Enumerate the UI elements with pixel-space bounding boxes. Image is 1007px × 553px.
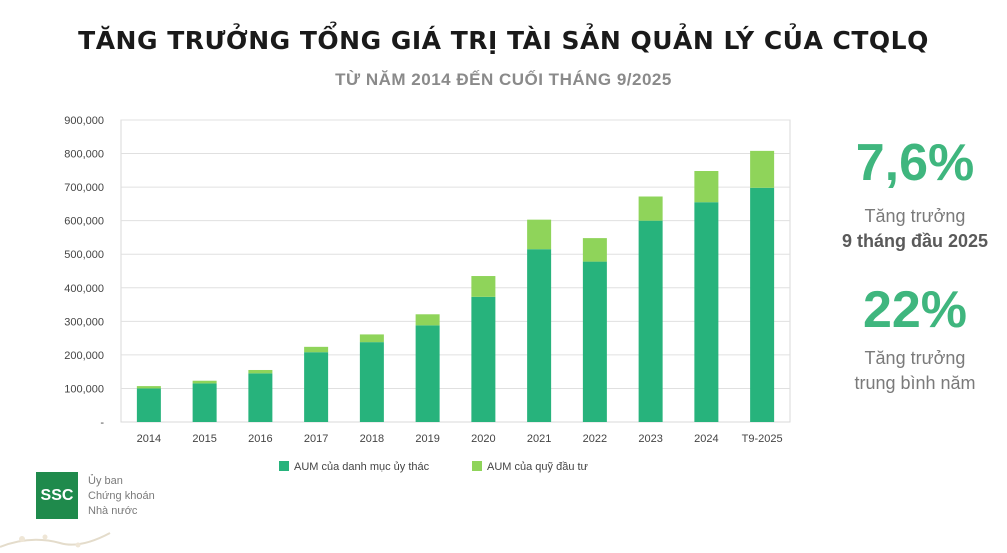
bar-investment-fund-2022 (582, 238, 607, 262)
bar-trust-portfolio-2015 (192, 383, 217, 422)
bar-investment-fund-2018 (359, 334, 384, 343)
logo-line2: Chứng khoán (88, 490, 155, 502)
x-tick-label: 2016 (248, 433, 272, 445)
bar-investment-fund-2016 (248, 369, 273, 374)
bar-trust-portfolio-2021 (527, 249, 552, 422)
x-tick-label: 2023 (638, 433, 662, 445)
bar-trust-portfolio-2019 (415, 325, 440, 422)
bar-trust-portfolio-2022 (582, 261, 607, 422)
chart-title: TĂNG TRƯỞNG TỔNG GIÁ TRỊ TÀI SẢN QUẢN LÝ… (78, 26, 929, 55)
bar-investment-fund-2023 (638, 196, 663, 221)
x-tick-label: 2020 (471, 433, 495, 445)
bar-investment-fund-T9-2025 (750, 150, 775, 188)
x-tick-label: 2018 (360, 433, 384, 445)
y-tick-label: 200,000 (64, 350, 104, 362)
bar-trust-portfolio-2014 (136, 388, 161, 422)
x-tick-label: T9-2025 (742, 433, 783, 445)
logo-line3: Nhà nước (88, 505, 138, 517)
x-tick-label: 2017 (304, 433, 328, 445)
plot-frame (120, 119, 791, 423)
bar-trust-portfolio-2020 (471, 296, 496, 422)
y-tick-label: 700,000 (64, 182, 104, 194)
y-tick-label: 400,000 (64, 283, 104, 295)
bar-investment-fund-2021 (527, 219, 552, 250)
ssc-logo: SSC (36, 472, 78, 519)
stat-label-ytd-line1: Tăng trưởng (864, 206, 966, 226)
bar-investment-fund-2020 (471, 276, 496, 297)
stat-value-avg-growth: 22% (862, 281, 968, 339)
bar-investment-fund-2024 (694, 171, 719, 203)
y-tick-label: 800,000 (64, 149, 104, 161)
stat-label-ytd-growth: Tăng trưởng 9 tháng đầu 2025 (820, 204, 1007, 254)
y-tick-label: 100,000 (64, 383, 104, 395)
stat-label-avg-growth: Tăng trưởng trung bình năm (820, 346, 1007, 396)
bar-trust-portfolio-T9-2025 (750, 187, 775, 422)
bar-investment-fund-2017 (304, 346, 329, 353)
x-tick-label: 2024 (694, 433, 718, 445)
stat-label-ytd-line2: 9 tháng đầu 2025 (820, 229, 1007, 254)
bar-investment-fund-2014 (136, 386, 161, 389)
bar-investment-fund-2015 (192, 380, 217, 384)
stat-label-ytd-line2-text: 9 tháng đầu 2025 (841, 231, 989, 251)
y-tick-label: 500,000 (64, 249, 104, 261)
x-tick-label: 2021 (527, 433, 551, 445)
legend-trust-portfolio-swatch (279, 461, 289, 471)
x-tick-label: 2022 (583, 433, 607, 445)
logo-line1: Ủy ban (88, 475, 123, 487)
legend-investment-fund-label: AUM của quỹ đầu tư (487, 461, 589, 473)
chart-subtitle: TỪ NĂM 2014 ĐẾN CUỐI THÁNG 9/2025 (335, 70, 672, 89)
y-tick-label: 900,000 (64, 115, 104, 127)
stat-label-avg-line2: trung bình năm (854, 373, 976, 393)
bar-trust-portfolio-2016 (248, 373, 273, 422)
bar-trust-portfolio-2018 (359, 342, 384, 422)
y-tick-label: 600,000 (64, 216, 104, 228)
legend-investment-fund-swatch (472, 461, 482, 471)
x-tick-label: 2014 (137, 433, 161, 445)
stat-label-avg-line1: Tăng trưởng (864, 348, 966, 368)
bar-trust-portfolio-2017 (304, 352, 329, 422)
bar-trust-portfolio-2023 (638, 220, 663, 422)
y-tick-label: - (100, 417, 104, 429)
decorative-branch-icon (0, 532, 111, 548)
bar-trust-portfolio-2024 (694, 202, 719, 422)
stat-value-ytd-growth: 7,6% (855, 134, 975, 192)
ssc-logo-text: Ủy ban Chứng khoán Nhà nước (88, 474, 155, 519)
bar-investment-fund-2019 (415, 314, 440, 326)
legend-trust-portfolio-label: AUM của danh mục ủy thác (294, 461, 430, 473)
x-tick-label: 2019 (415, 433, 439, 445)
y-tick-label: 300,000 (64, 316, 104, 328)
x-tick-label: 2015 (192, 433, 216, 445)
